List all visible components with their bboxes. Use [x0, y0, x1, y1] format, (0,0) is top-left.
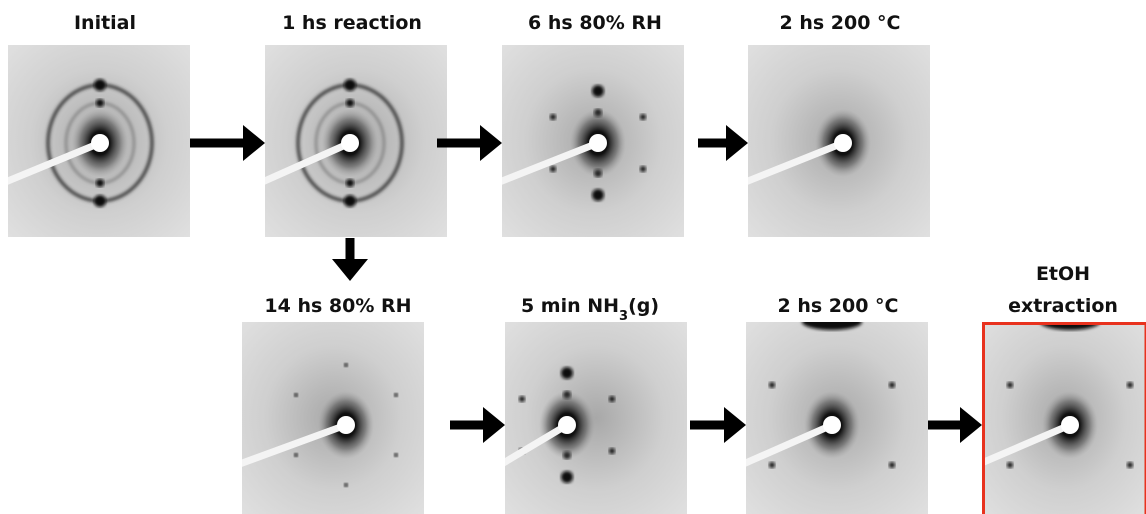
spot — [344, 363, 348, 367]
pattern-bg — [505, 322, 687, 514]
arrow — [928, 407, 982, 443]
spot — [346, 99, 354, 107]
node-label: EtOH — [1036, 263, 1090, 285]
arrow — [437, 125, 502, 161]
label-part: 5 min NH — [521, 295, 619, 317]
spot — [1127, 462, 1133, 468]
spot — [344, 483, 348, 487]
node-label: 14 hs 80% RH — [264, 295, 411, 317]
spot — [889, 462, 895, 468]
beam-center — [91, 134, 109, 152]
arrow — [698, 125, 748, 161]
arrow-head — [724, 407, 746, 443]
arrow-head — [243, 125, 265, 161]
xrd-pattern — [746, 322, 928, 514]
spot — [550, 114, 556, 120]
spot — [592, 189, 604, 201]
spot — [561, 367, 573, 379]
xrd-pattern — [505, 322, 687, 514]
node-label: 6 hs 80% RH — [528, 12, 662, 34]
spot — [394, 453, 398, 457]
beam-stop — [8, 139, 102, 185]
spot — [519, 396, 525, 402]
spot — [394, 393, 398, 397]
highlight-border — [982, 322, 1146, 514]
arrow — [190, 125, 265, 161]
beam-stop — [502, 139, 600, 185]
beam-stop — [242, 421, 348, 467]
spot — [561, 471, 573, 483]
beam-stop — [265, 139, 352, 185]
spot — [640, 166, 646, 172]
spot — [94, 195, 106, 207]
beam-center — [834, 134, 852, 152]
spot — [344, 79, 356, 91]
spot — [640, 114, 646, 120]
beam-center — [589, 134, 607, 152]
beam-stop — [746, 421, 834, 467]
arrow-head — [332, 259, 368, 281]
arrow-head — [726, 125, 748, 161]
spot — [96, 99, 104, 107]
beam-center — [558, 416, 576, 434]
beam-stop — [982, 421, 1072, 467]
arrow — [690, 407, 746, 443]
spot — [294, 453, 298, 457]
node-label: 2 hs 200 °C — [777, 295, 898, 317]
node-label: 2 hs 200 °C — [779, 12, 900, 34]
xrd-pattern — [8, 45, 190, 237]
top-blob — [802, 322, 862, 330]
node-label: extraction — [1008, 295, 1118, 317]
node-label: 5 min NH3(g) — [521, 295, 659, 324]
beam-center — [337, 416, 355, 434]
xrd-pattern — [265, 45, 447, 237]
spot — [609, 448, 615, 454]
spot — [769, 382, 775, 388]
spot — [769, 462, 775, 468]
arrow-head — [960, 407, 982, 443]
beam-center — [823, 416, 841, 434]
spot — [94, 79, 106, 91]
spot — [592, 85, 604, 97]
node-label: 1 hs reaction — [282, 12, 422, 34]
label-part: 3 — [619, 309, 628, 324]
beam-center — [341, 134, 359, 152]
spot — [96, 179, 104, 187]
spot — [609, 396, 615, 402]
spot — [294, 393, 298, 397]
arrow — [450, 407, 505, 443]
spot — [1007, 382, 1013, 388]
beam-stop — [505, 421, 569, 467]
spot — [550, 166, 556, 172]
spot — [889, 382, 895, 388]
label-part: (g) — [628, 295, 659, 317]
arrow-head — [483, 407, 505, 443]
spot — [1007, 462, 1013, 468]
spot — [1127, 382, 1133, 388]
xrd-pattern — [502, 45, 684, 237]
beam-center — [1061, 416, 1079, 434]
xrd-pattern — [748, 45, 930, 237]
arrow-head — [480, 125, 502, 161]
xrd-pattern — [982, 322, 1146, 514]
node-label: Initial — [74, 12, 136, 34]
spot — [344, 195, 356, 207]
spot — [346, 179, 354, 187]
arrow — [332, 238, 368, 281]
beam-stop — [748, 139, 845, 185]
xrd-pattern — [242, 322, 424, 514]
